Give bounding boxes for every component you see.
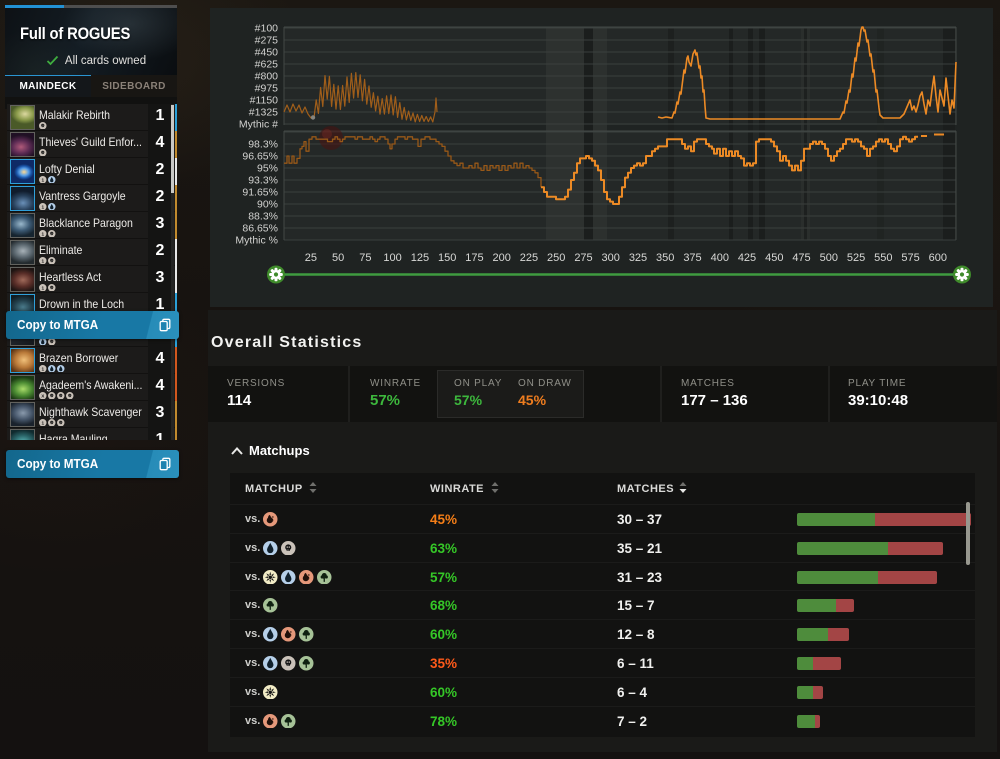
svg-text:450: 450 — [765, 252, 783, 264]
svg-text:1: 1 — [41, 366, 44, 371]
svg-text:#275: #275 — [255, 35, 279, 47]
svg-text:375: 375 — [683, 252, 701, 264]
svg-text:525: 525 — [847, 252, 865, 264]
svg-text:225: 225 — [520, 252, 538, 264]
svg-text:96.65%: 96.65% — [242, 151, 278, 163]
svg-text:#800: #800 — [255, 71, 279, 83]
svg-text:#100: #100 — [255, 23, 279, 35]
svg-text:250: 250 — [547, 252, 565, 264]
svg-text:90%: 90% — [257, 199, 278, 211]
svg-text:200: 200 — [493, 252, 511, 264]
svg-text:98.3%: 98.3% — [248, 139, 278, 151]
svg-text:1: 1 — [41, 177, 44, 182]
svg-text:325: 325 — [629, 252, 647, 264]
svg-text:475: 475 — [792, 252, 810, 264]
svg-text:400: 400 — [711, 252, 729, 264]
svg-text:1: 1 — [41, 204, 44, 209]
svg-text:#450: #450 — [255, 47, 279, 59]
svg-text:25: 25 — [305, 252, 317, 264]
svg-text:350: 350 — [656, 252, 674, 264]
svg-text:91.65%: 91.65% — [242, 187, 278, 199]
svg-text:50: 50 — [332, 252, 344, 264]
svg-text:100: 100 — [383, 252, 401, 264]
svg-text:425: 425 — [738, 252, 756, 264]
svg-text:1: 1 — [41, 231, 44, 236]
svg-text:#975: #975 — [255, 83, 279, 95]
svg-text:1: 1 — [41, 258, 44, 263]
svg-text:86.65%: 86.65% — [242, 223, 278, 235]
svg-text:X: X — [41, 393, 45, 398]
svg-text:93.3%: 93.3% — [248, 175, 278, 187]
svg-text:300: 300 — [602, 252, 620, 264]
svg-text:500: 500 — [820, 252, 838, 264]
svg-text:1: 1 — [41, 420, 44, 425]
svg-text:95%: 95% — [257, 163, 278, 175]
svg-text:75: 75 — [359, 252, 371, 264]
svg-text:#625: #625 — [255, 59, 279, 71]
svg-text:275: 275 — [574, 252, 592, 264]
svg-text:#1325: #1325 — [249, 107, 278, 119]
svg-text:575: 575 — [901, 252, 919, 264]
svg-text:125: 125 — [411, 252, 429, 264]
svg-text:#1150: #1150 — [250, 95, 279, 107]
svg-text:1: 1 — [41, 285, 44, 290]
svg-text:175: 175 — [465, 252, 483, 264]
svg-text:600: 600 — [929, 252, 947, 264]
svg-text:150: 150 — [438, 252, 456, 264]
svg-text:88.3%: 88.3% — [248, 211, 278, 223]
svg-text:Mythic %: Mythic % — [235, 235, 278, 247]
svg-text:Mythic #: Mythic # — [239, 119, 278, 131]
svg-text:550: 550 — [874, 252, 892, 264]
